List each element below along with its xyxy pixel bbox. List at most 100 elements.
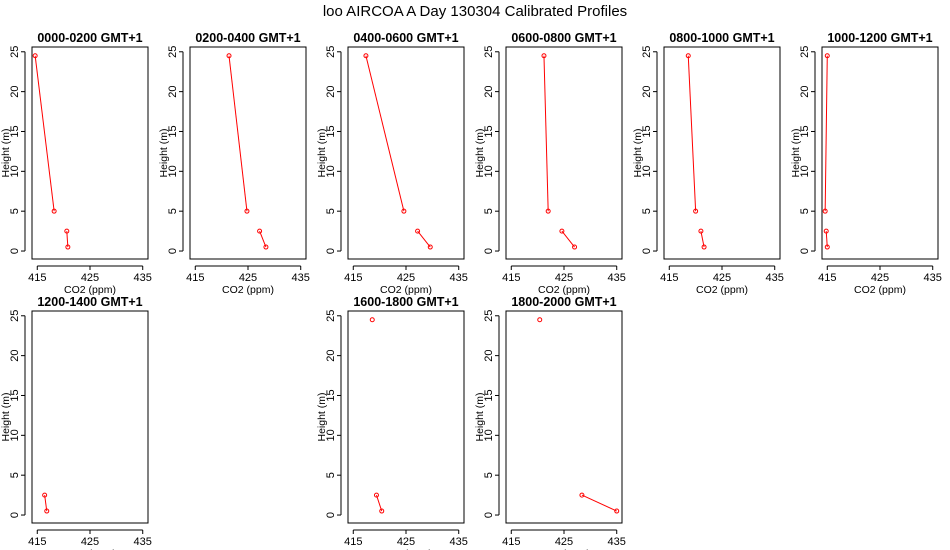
- profile-point: [363, 53, 369, 59]
- profile-point: [415, 228, 421, 234]
- y-axis-label: Height (m): [790, 128, 802, 177]
- profile-point: [824, 53, 830, 59]
- plot-frame: [821, 46, 939, 260]
- y-tick-label: 5: [483, 208, 495, 214]
- plot-frame: [31, 310, 149, 524]
- profile-segment: [824, 55, 828, 212]
- y-tick-label: 25: [325, 310, 337, 322]
- profile-point: [537, 317, 543, 323]
- y-tick-label: 15: [641, 125, 653, 137]
- y-tick-label: 15: [167, 125, 179, 137]
- profile-panel-4: 0600-0800 GMT+1 415 425 435 CO2 (ppm) 0 5 10 15 2…: [474, 31, 626, 296]
- x-tick-label: 425: [555, 536, 573, 548]
- plot-frame: [347, 46, 465, 260]
- profile-point: [427, 244, 433, 250]
- x-axis-label: CO2 (ppm): [538, 284, 590, 296]
- x-tick-label: 435: [134, 536, 152, 548]
- panel-title: 1600-1800 GMT+1: [353, 295, 458, 309]
- y-tick-label: 10: [325, 165, 337, 177]
- profile-point: [44, 508, 50, 514]
- profile-segment: [825, 231, 828, 248]
- x-axis-label: CO2 (ppm): [64, 284, 116, 296]
- plot-frame: [189, 46, 307, 260]
- y-tick-label: 20: [167, 86, 179, 98]
- plot-frame: [347, 310, 465, 524]
- y-tick-label: 20: [483, 86, 495, 98]
- y-axis-label: Height (m): [158, 128, 170, 177]
- y-tick-label: 10: [799, 165, 811, 177]
- profile-segment: [375, 494, 383, 512]
- y-tick-label: 0: [167, 248, 179, 254]
- profile-point: [379, 508, 385, 514]
- x-tick-label: 425: [81, 536, 99, 548]
- panel-title: 1200-1400 GMT+1: [37, 295, 142, 309]
- y-axis-label: Height (m): [474, 392, 486, 441]
- panel-title: 0400-0600 GMT+1: [353, 31, 458, 45]
- x-tick-label: 415: [186, 272, 204, 284]
- y-tick-label: 0: [483, 248, 495, 254]
- y-tick-label: 25: [483, 310, 495, 322]
- profile-point: [614, 508, 620, 514]
- profile-point: [823, 228, 829, 234]
- profile-point: [401, 208, 407, 214]
- x-axis-label: CO2 (ppm): [854, 284, 906, 296]
- x-tick-label: 415: [818, 272, 836, 284]
- y-tick-label: 5: [483, 472, 495, 478]
- profile-point: [65, 244, 71, 250]
- y-tick-label: 10: [9, 429, 21, 441]
- profile-point: [64, 228, 70, 234]
- y-tick-label: 20: [9, 86, 21, 98]
- profile-panel-8: 1600-1800 GMT+1 415 425 435 CO2 (ppm) 0 5 10 15 2…: [316, 295, 468, 550]
- profile-segment: [66, 231, 69, 248]
- x-tick-label: 415: [28, 536, 46, 548]
- x-tick-label: 435: [608, 536, 626, 548]
- y-tick-label: 5: [799, 208, 811, 214]
- y-tick-label: 25: [483, 46, 495, 58]
- profile-point: [579, 492, 585, 498]
- y-axis-label: Height (m): [316, 392, 328, 441]
- x-tick-label: 425: [397, 536, 415, 548]
- y-tick-label: 20: [799, 86, 811, 98]
- profile-point: [572, 244, 578, 250]
- profile-point: [244, 208, 250, 214]
- profile-point: [263, 244, 269, 250]
- profile-panel-5: 0800-1000 GMT+1 415 425 435 CO2 (ppm) 0 5 10 15 2…: [632, 31, 784, 296]
- profile-point: [541, 53, 547, 59]
- panel-title: 0000-0200 GMT+1: [37, 31, 142, 45]
- profile-point: [42, 492, 48, 498]
- y-tick-label: 20: [483, 350, 495, 362]
- y-tick-label: 20: [9, 350, 21, 362]
- profile-point: [545, 208, 551, 214]
- y-tick-label: 25: [9, 310, 21, 322]
- profile-segment: [259, 230, 267, 248]
- profile-point: [822, 208, 828, 214]
- panel-grid: 0000-0200 GMT+1 415 425 435 CO2 (ppm) 0 5 10 15 2…: [0, 31, 942, 550]
- x-axis-label: CO2 (ppm): [64, 548, 116, 550]
- y-tick-label: 0: [799, 248, 811, 254]
- y-tick-label: 0: [325, 248, 337, 254]
- profile-point: [693, 208, 699, 214]
- x-axis-label: CO2 (ppm): [696, 284, 748, 296]
- profile-point: [32, 53, 38, 59]
- y-tick-label: 10: [641, 165, 653, 177]
- profile-panel-3: 0400-0600 GMT+1 415 425 435 CO2 (ppm) 0 5 10 15 2…: [316, 31, 468, 296]
- profile-point: [51, 208, 57, 214]
- profile-segment: [581, 494, 617, 512]
- y-tick-label: 0: [9, 248, 21, 254]
- profile-panel-9: 1800-2000 GMT+1 415 425 435 CO2 (ppm) 0 5 10 15 2…: [474, 295, 626, 550]
- x-tick-label: 415: [344, 272, 362, 284]
- y-tick-label: 15: [9, 125, 21, 137]
- y-tick-label: 20: [641, 86, 653, 98]
- y-tick-label: 25: [641, 46, 653, 58]
- profile-panel-1: 0000-0200 GMT+1 415 425 435 CO2 (ppm) 0 5 10 15 2…: [0, 31, 152, 296]
- x-tick-label: 425: [397, 272, 415, 284]
- panel-title: 1800-2000 GMT+1: [511, 295, 616, 309]
- y-tick-label: 20: [325, 86, 337, 98]
- y-tick-label: 15: [483, 389, 495, 401]
- figure-title: loo AIRCOA A Day 130304 Calibrated Profi…: [323, 3, 627, 20]
- x-tick-label: 415: [344, 536, 362, 548]
- profile-panel-7: 1200-1400 GMT+1 415 425 435 CO2 (ppm) 0 5 10 15 2…: [0, 295, 152, 550]
- profile-panel-2: 0200-0400 GMT+1 415 425 435 CO2 (ppm) 0 5 10 15 2…: [158, 31, 310, 296]
- y-tick-label: 25: [799, 46, 811, 58]
- x-tick-label: 415: [502, 272, 520, 284]
